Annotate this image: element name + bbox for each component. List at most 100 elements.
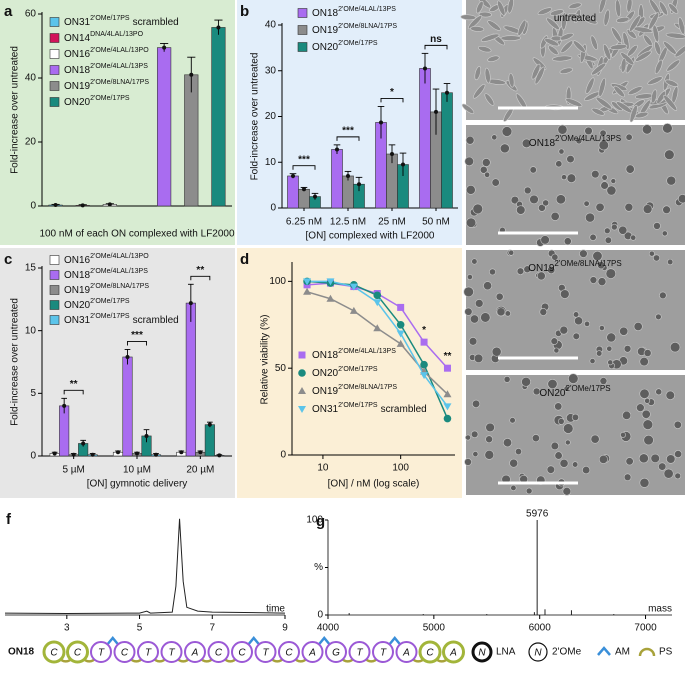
legend-label: ON312'OMe/17PS scrambled [312, 402, 427, 414]
cell [623, 473, 632, 481]
cell [487, 55, 500, 62]
cell [655, 313, 662, 321]
cell [629, 15, 641, 32]
cell [472, 203, 484, 215]
am-linkage [247, 636, 260, 645]
chromatogram [4, 518, 286, 615]
cell [666, 175, 677, 186]
micrograph-label-base: ON19 [528, 263, 555, 274]
bar [211, 27, 226, 207]
cell [557, 124, 568, 135]
cell [502, 438, 513, 448]
cell [622, 31, 630, 50]
bar-point [80, 203, 85, 208]
cell [550, 441, 559, 451]
legend-label-sup: 2'OMe/8LNA/17PS [338, 23, 397, 30]
x-tick-label: 5000 [423, 623, 446, 634]
cell [478, 11, 492, 18]
cell [622, 410, 632, 420]
legend-ps [638, 647, 656, 657]
bar [331, 149, 343, 209]
cell [639, 477, 650, 488]
legend-swatch [49, 17, 60, 27]
x-tick-label: 25 nM [378, 217, 406, 228]
cell [560, 289, 570, 299]
legend-label-sup: 2'OMe/17PS [338, 366, 378, 373]
legend-label-base: ON19 [312, 25, 339, 36]
cell [572, 40, 586, 53]
cell [563, 385, 570, 392]
bar-point [144, 433, 149, 438]
cell [674, 44, 685, 58]
cell [491, 134, 498, 141]
significance-label: ** [196, 265, 204, 276]
nucleotide [207, 641, 230, 663]
x-tick-label: 10 µM [123, 465, 151, 476]
cell [585, 77, 595, 95]
cell [559, 32, 574, 41]
cell [589, 276, 598, 284]
marker [349, 283, 358, 291]
cell [574, 316, 583, 326]
panel-letter: c [4, 251, 12, 268]
base: C [426, 648, 434, 659]
legend-label: ON162'OMe/4LAL/13PO [64, 253, 149, 265]
cell [568, 2, 582, 10]
cell [635, 50, 652, 62]
legend-label: PS [659, 647, 673, 658]
cell [559, 458, 569, 468]
x-axis-label: mass [648, 604, 672, 615]
legend-swatch [49, 33, 60, 43]
bar-point [107, 202, 112, 207]
significance-bracket [336, 136, 360, 141]
panel-letter: f [6, 511, 12, 528]
cell [591, 170, 600, 179]
bar [441, 92, 453, 209]
cell [606, 345, 613, 352]
y-tick-label: 100 [306, 515, 323, 526]
legend-swatch [49, 81, 60, 91]
x-tick-label: 12.5 nM [330, 217, 366, 228]
cell [466, 217, 477, 228]
cell [673, 420, 682, 429]
cell [477, 45, 492, 53]
bar-point [217, 453, 222, 458]
x-tick-label: 6.25 nM [286, 217, 322, 228]
cell [626, 0, 633, 13]
x-axis-label: [ON] complexed with LF2000 [306, 231, 435, 242]
base: A [191, 648, 199, 659]
legend-swatch [297, 42, 308, 52]
cell [567, 12, 581, 20]
cell [606, 185, 617, 196]
marker [373, 291, 382, 300]
cell [610, 178, 617, 184]
y-tick-label: 10 [25, 325, 37, 336]
x-tick-label: 3 [64, 623, 70, 634]
bar [287, 175, 299, 209]
marker [303, 278, 312, 286]
micrograph [466, 375, 685, 495]
x-axis-label: 100 nM of each ON complexed with LF2000 [39, 229, 235, 240]
x-tick-label: 100 [392, 463, 409, 474]
bar [419, 68, 431, 209]
nucleotide [160, 641, 183, 663]
micrograph-label-sup: 2'OMe/4LAL/13PS [555, 134, 621, 143]
marker [443, 414, 452, 423]
x-tick-label: 5 [137, 623, 143, 634]
bar-point [423, 66, 427, 71]
cell [620, 58, 627, 73]
cell [531, 434, 540, 443]
legend-label: ON182'OMe/4LAL/13PS [64, 63, 148, 75]
y-axis-label: Fold-increase over untreated [10, 298, 21, 426]
cell [485, 435, 493, 444]
cell [521, 376, 531, 387]
cell [667, 258, 674, 266]
base: T [380, 648, 387, 659]
cell [476, 0, 484, 14]
cell [516, 267, 525, 275]
cell [523, 186, 532, 195]
nucleotide [113, 641, 136, 663]
cell [643, 349, 652, 357]
cell [473, 353, 484, 364]
